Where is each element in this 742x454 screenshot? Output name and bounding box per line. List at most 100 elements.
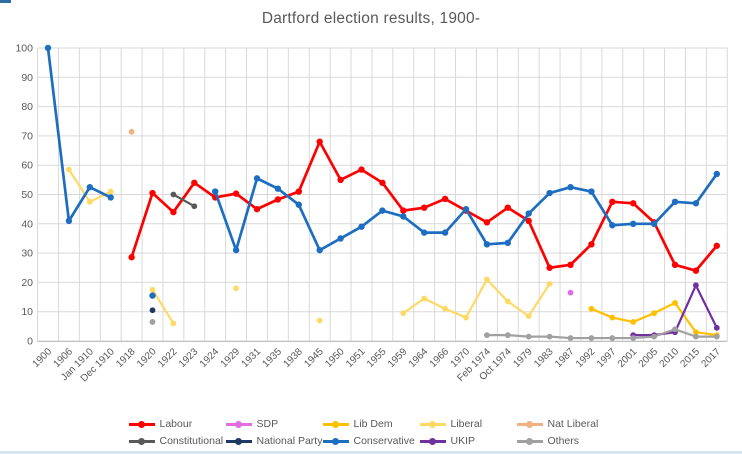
- data-point-ukip: [713, 324, 720, 331]
- data-point-others: [693, 333, 699, 340]
- legend-label: SDP: [256, 418, 279, 430]
- data-point-labour: [421, 204, 428, 211]
- data-point-others: [588, 335, 595, 341]
- legend-item-others: Others: [516, 435, 614, 447]
- x-tick-label: 1987: [553, 346, 577, 370]
- data-point-labour: [316, 138, 323, 145]
- legend-label: Nat Liberal: [547, 418, 599, 430]
- screen-edge-artifact: [0, 451, 742, 454]
- data-point-others: [149, 319, 156, 325]
- y-axis-labels: 0 10 20 30 40 50 60 70 80 90 100: [15, 43, 33, 348]
- data-point-others: [546, 333, 553, 340]
- data-point-liberal: [66, 166, 72, 173]
- data-point-sdp: [567, 289, 574, 296]
- y-tick-label: 0: [27, 336, 33, 348]
- data-point-conservative: [504, 239, 511, 247]
- x-tick-label: 1964: [407, 346, 431, 370]
- y-tick-label: 70: [21, 130, 33, 142]
- series-liberal: [66, 166, 553, 327]
- data-point-labour: [149, 189, 156, 197]
- data-point-conservative: [316, 246, 323, 254]
- data-point-conservative: [567, 183, 574, 191]
- legend-item-ukip: UKIP: [419, 435, 517, 447]
- legend-item-liberal: Liberal: [419, 418, 517, 430]
- data-point-liberal: [400, 310, 407, 317]
- legend-item-national-party: National Party: [225, 435, 323, 447]
- x-tick-label: 2010: [658, 346, 682, 370]
- data-point-conservative: [212, 188, 219, 195]
- data-point-conservative: [588, 188, 595, 195]
- data-point-conservative: [379, 207, 386, 214]
- series-nat-liberal: [128, 128, 135, 135]
- x-tick-label: 2017: [699, 346, 723, 370]
- data-point-conservative: [295, 201, 302, 208]
- data-point-conservative: [253, 175, 261, 182]
- data-point-lib-dem: [693, 329, 699, 336]
- chart-legend: Labour SDP Lib Dem Liberal Nat Liberal Consti…: [0, 418, 742, 447]
- data-point-conservative: [337, 235, 344, 242]
- x-tick-label: 1983: [532, 346, 556, 370]
- legend-item-conservative: Conservative: [322, 435, 420, 447]
- y-tick-label: 100: [15, 43, 33, 55]
- x-tick-label: 2001: [616, 346, 640, 370]
- x-tick-label: 1992: [574, 346, 598, 370]
- data-point-labour: [441, 195, 449, 203]
- data-point-conservative: [441, 229, 449, 236]
- legend-marker-conservative-icon: [322, 437, 349, 445]
- series-others: [149, 319, 720, 341]
- y-tick-label: 60: [21, 160, 33, 172]
- data-point-constitutional: [170, 191, 177, 198]
- data-point-liberal: [170, 320, 177, 327]
- data-point-conservative: [421, 229, 428, 236]
- legend-label: UKIP: [450, 435, 476, 447]
- data-point-lib-dem: [588, 305, 595, 312]
- data-point-others: [713, 333, 720, 340]
- x-tick-label: 1920: [135, 346, 159, 370]
- data-point-liberal: [484, 276, 490, 283]
- series-lib-dem: [588, 300, 720, 339]
- chart-title: Dartford election results, 1900-: [261, 10, 481, 27]
- legend-label: Constitutional: [159, 435, 224, 447]
- data-point-others: [630, 335, 637, 341]
- data-point-labour: [337, 176, 344, 184]
- legend-item-labour: Labour: [128, 418, 226, 430]
- data-point-liberal: [546, 280, 553, 287]
- data-point-liberal: [463, 314, 469, 321]
- x-tick-label: 1959: [386, 346, 410, 370]
- data-point-labour: [525, 217, 532, 225]
- screen-edge-artifact: [0, 0, 11, 3]
- data-point-liberal: [525, 313, 532, 319]
- data-point-conservative: [462, 205, 470, 213]
- data-point-labour: [692, 267, 700, 274]
- x-tick-label: 1951: [344, 346, 368, 370]
- data-point-lib-dem: [630, 319, 637, 325]
- x-tick-label: 1950: [323, 346, 347, 370]
- data-point-liberal: [149, 286, 156, 293]
- legend-marker-liberal-icon: [419, 420, 446, 428]
- legend-row: Constitutional National Party Conservative…: [0, 435, 742, 447]
- x-tick-label: 1938: [281, 346, 305, 370]
- data-point-labour: [713, 242, 720, 249]
- data-point-conservative: [671, 198, 679, 206]
- x-tick-label: 2015: [679, 346, 703, 370]
- data-point-conservative: [546, 189, 553, 197]
- data-point-liberal: [316, 317, 323, 324]
- legend-item-sdp: SDP: [225, 418, 323, 430]
- data-point-conservative: [400, 213, 407, 220]
- x-tick-label: 2005: [637, 346, 661, 370]
- data-point-conservative: [149, 292, 156, 299]
- data-point-labour: [546, 264, 553, 271]
- data-point-nat-liberal: [128, 128, 135, 135]
- y-tick-label: 80: [21, 101, 33, 113]
- y-tick-label: 20: [21, 277, 33, 289]
- y-tick-label: 90: [21, 72, 33, 84]
- x-tick-label: 1945: [302, 346, 326, 370]
- data-point-conservative: [713, 170, 720, 178]
- data-point-conservative: [483, 241, 491, 248]
- legend-label: Lib Dem: [353, 418, 393, 430]
- data-point-labour: [504, 204, 511, 211]
- legend-label: Liberal: [450, 418, 483, 430]
- legend-marker-nat-liberal-icon: [516, 420, 543, 428]
- data-point-others: [484, 332, 490, 339]
- data-point-lib-dem: [672, 300, 678, 306]
